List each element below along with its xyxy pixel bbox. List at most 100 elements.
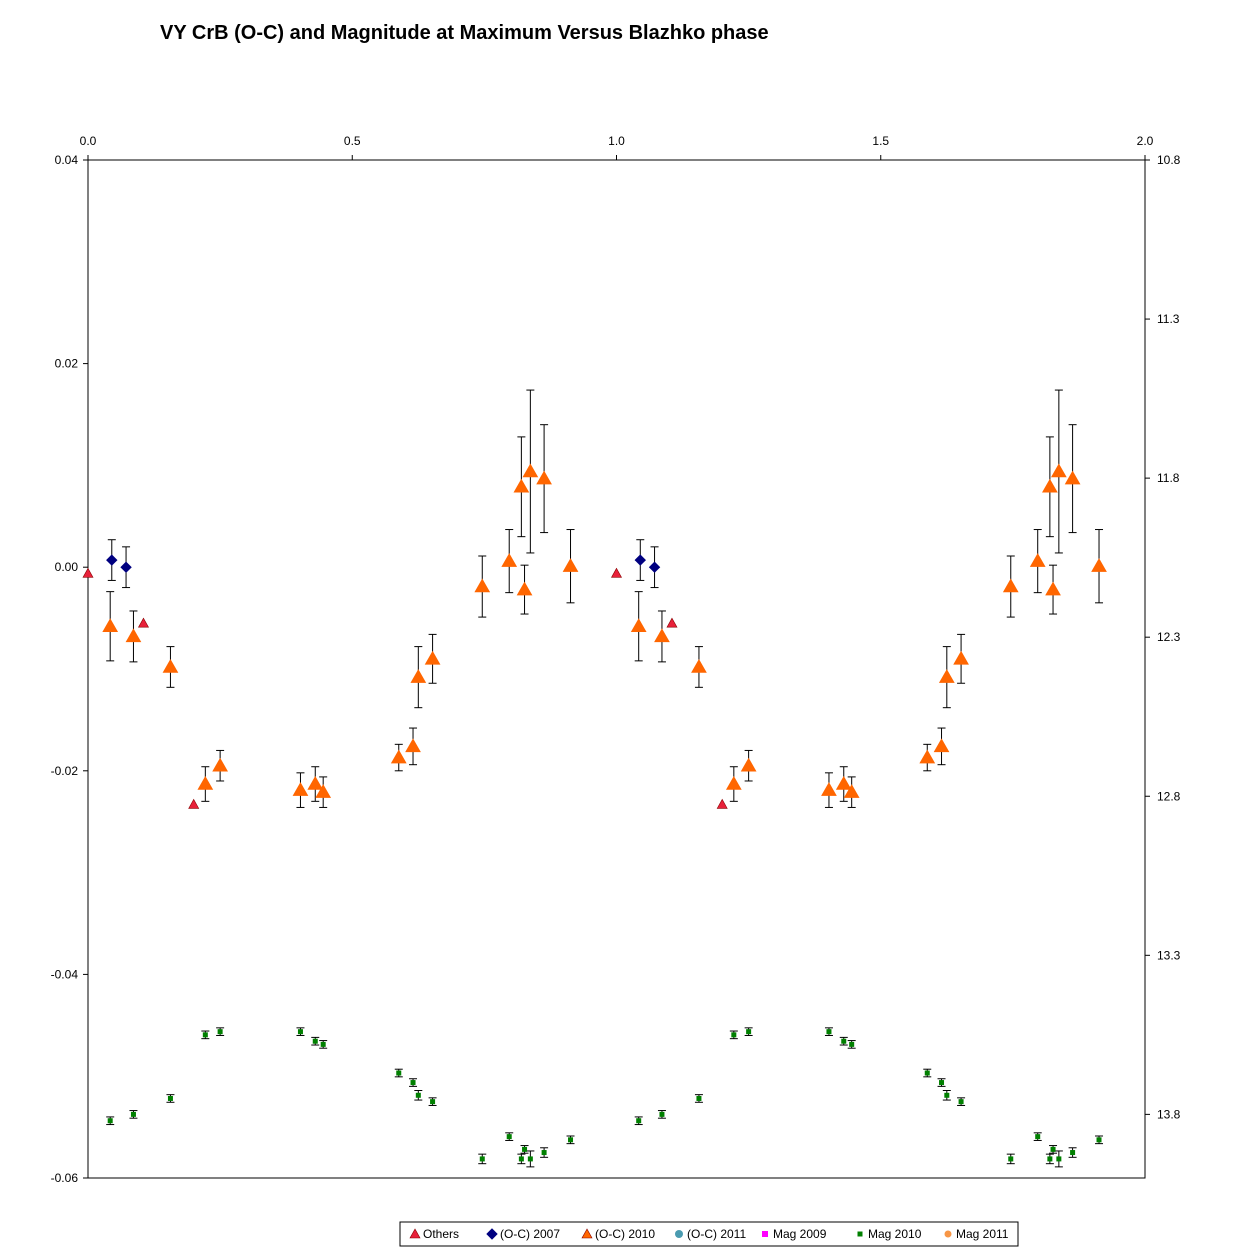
y-right-tick-label: 11.3: [1157, 312, 1180, 326]
data-point: [102, 618, 119, 632]
data-point: [691, 658, 707, 673]
legend-label: Mag 2009: [773, 1227, 827, 1241]
data-point: [924, 1070, 930, 1076]
y-right-tick-label: 10.8: [1157, 153, 1181, 167]
data-point: [849, 1041, 855, 1047]
data-point: [1070, 1150, 1076, 1156]
data-point: [1050, 1146, 1056, 1152]
data-point: [292, 782, 309, 796]
x-tick-label: 0.0: [80, 134, 97, 148]
data-point: [516, 581, 533, 596]
data-point: [518, 1156, 524, 1162]
data-point: [390, 749, 407, 764]
data-point: [562, 558, 579, 572]
data-point: [1042, 478, 1058, 493]
y-left-tick-label: 0.00: [55, 560, 79, 574]
data-point: [1056, 1156, 1062, 1162]
legend-label: (O-C) 2011: [687, 1227, 746, 1241]
data-point: [933, 738, 950, 753]
data-point: [843, 784, 860, 798]
data-point: [307, 776, 324, 790]
data-point: [506, 1134, 512, 1140]
data-point: [1091, 558, 1107, 572]
legend: Others (O-C) 2007 (O-C) 2010 (O-C) 2011 Mag …: [399, 1221, 1019, 1247]
x-tick-label: 2.0: [1137, 134, 1154, 148]
data-point: [536, 470, 552, 485]
data-point: [410, 669, 427, 683]
data-point: [939, 1080, 945, 1086]
legend-marker: [944, 1230, 952, 1238]
data-point: [919, 749, 936, 764]
data-point: [315, 784, 332, 798]
legend-label: Mag 2011: [956, 1227, 1009, 1241]
data-point: [636, 1118, 642, 1124]
legend-box: [399, 1221, 1019, 1247]
data-point: [1064, 470, 1081, 485]
legend-marker: [486, 1228, 498, 1240]
data-point: [716, 798, 728, 809]
data-point: [821, 782, 837, 796]
data-point: [666, 617, 678, 628]
data-point: [479, 1156, 485, 1162]
data-point: [568, 1137, 574, 1143]
data-point: [474, 578, 491, 593]
data-point: [1096, 1137, 1102, 1143]
data-point: [725, 776, 742, 790]
y-left-tick-label: -0.04: [51, 967, 79, 981]
data-point: [522, 1146, 528, 1152]
data-point: [396, 1070, 402, 1076]
legend-marker: [857, 1231, 863, 1237]
x-tick-label: 1.5: [872, 134, 889, 148]
data-point: [125, 628, 142, 643]
legend-label: Others: [423, 1227, 459, 1241]
data-point: [312, 1038, 318, 1044]
data-point: [630, 618, 647, 632]
data-point: [501, 553, 518, 567]
data-point: [430, 1099, 436, 1105]
y-left-tick-label: -0.06: [51, 1171, 79, 1185]
data-point: [696, 1095, 702, 1101]
legend-marker: [675, 1230, 683, 1238]
data-point: [82, 567, 94, 578]
data-point: [137, 617, 150, 628]
data-point: [835, 776, 852, 790]
data-point: [320, 1041, 326, 1047]
data-point: [415, 1092, 421, 1098]
data-point: [659, 1111, 665, 1117]
data-point: [513, 478, 530, 493]
x-tick-label: 0.5: [344, 134, 361, 148]
data-point: [424, 650, 441, 665]
data-point: [167, 1095, 173, 1101]
y-right-tick-label: 12.8: [1157, 789, 1181, 803]
legend-marker: [409, 1228, 421, 1239]
data-point: [654, 628, 670, 643]
y-left-tick-label: -0.02: [51, 764, 79, 778]
data-point: [1050, 463, 1067, 478]
chart-title: VY CrB (O-C) and Magnitude at Maximum Ve…: [160, 22, 769, 44]
y-right-tick-label: 13.8: [1157, 1107, 1181, 1121]
legend-label: (O-C) 2010: [595, 1227, 655, 1241]
data-point: [1029, 553, 1046, 567]
data-point: [746, 1029, 752, 1035]
x-tick-label: 1.0: [608, 134, 625, 148]
error-bars: [106, 389, 1104, 1168]
plot-frame: [87, 159, 1146, 1179]
data-point: [120, 561, 132, 573]
data-point: [522, 463, 539, 478]
data-point: [944, 1092, 950, 1098]
y-right-tick-label: 11.8: [1157, 471, 1180, 485]
data-point: [958, 1099, 964, 1105]
data-point: [610, 567, 623, 578]
data-point: [107, 1118, 113, 1124]
data-point: [405, 738, 421, 753]
data-point: [217, 1029, 223, 1035]
data-point: [197, 776, 214, 790]
data-point: [841, 1038, 847, 1044]
data-point: [1002, 578, 1019, 593]
data-point: [527, 1156, 533, 1162]
data-point: [826, 1029, 832, 1035]
data-point: [188, 798, 200, 809]
data-markers: [82, 463, 1107, 1162]
data-point: [1035, 1134, 1041, 1140]
